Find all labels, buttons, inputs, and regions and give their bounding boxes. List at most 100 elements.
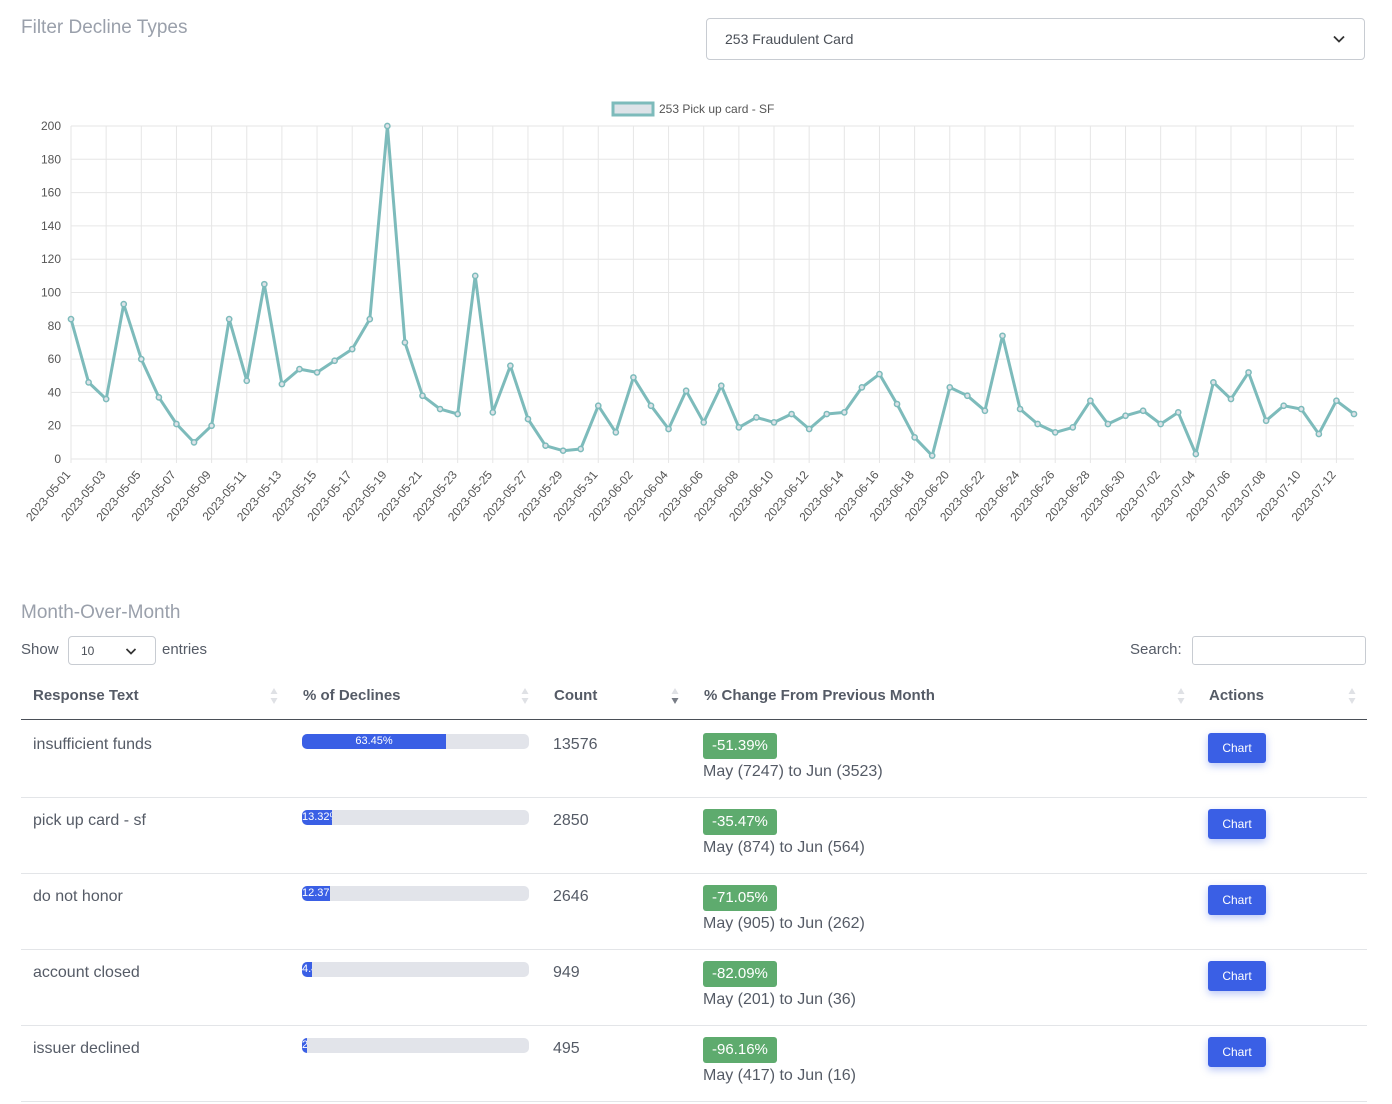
data-point <box>946 384 954 391</box>
declines-progress-fill: 13.32% <box>302 810 333 825</box>
column-header-count[interactable]: Count <box>554 687 598 704</box>
y-tick-label: 60 <box>48 352 62 366</box>
count-value: 2646 <box>553 888 589 905</box>
response-text: issuer declined <box>33 1040 140 1057</box>
data-point <box>647 402 655 410</box>
chevron-down-icon <box>125 648 137 655</box>
data-point <box>1157 420 1165 428</box>
column-header-percent-change[interactable]: % Change From Previous Month <box>704 687 935 704</box>
response-text: account closed <box>33 964 140 981</box>
data-point <box>173 420 180 428</box>
y-tick-label: 200 <box>41 119 61 133</box>
data-point <box>137 355 145 363</box>
data-point <box>788 410 795 418</box>
table-row: insufficient funds 63.45% 13576 -51.39% … <box>21 721 1367 798</box>
declines-progress-bar: 12.37% <box>302 886 529 901</box>
data-point <box>928 452 936 460</box>
data-point <box>190 439 198 446</box>
change-description: May (905) to Jun (262) <box>703 915 865 932</box>
month-over-month-title: Month-Over-Month <box>21 602 181 623</box>
chart-button[interactable]: Chart <box>1208 961 1266 991</box>
data-point <box>348 345 356 353</box>
data-point <box>155 394 163 401</box>
search-input[interactable] <box>1192 636 1366 665</box>
decline-type-select[interactable]: 253 Fraudulent Card <box>706 18 1365 60</box>
data-point <box>454 410 462 418</box>
data-point <box>1104 420 1112 428</box>
data-point <box>1210 379 1217 386</box>
data-point <box>858 384 866 391</box>
data-point <box>893 400 901 408</box>
declines-progress-fill: 12.37% <box>302 886 331 901</box>
table-row: account closed 4.44% 949 -82.09% May (20… <box>21 949 1367 1026</box>
change-badge: -35.47% <box>703 809 777 835</box>
data-point <box>630 374 637 381</box>
y-tick-label: 80 <box>48 319 62 333</box>
count-value: 2850 <box>553 812 589 829</box>
data-point <box>1280 402 1288 410</box>
response-text: do not honor <box>33 888 123 905</box>
count-value: 949 <box>553 964 580 981</box>
sort-icon[interactable] <box>1348 687 1356 705</box>
data-point <box>384 122 391 130</box>
filter-title: Filter Decline Types <box>21 17 188 38</box>
change-description: May (874) to Jun (564) <box>703 839 865 856</box>
chart-button[interactable]: Chart <box>1208 885 1266 915</box>
data-point <box>102 395 110 403</box>
change-badge: -71.05% <box>703 885 777 911</box>
change-description: May (7247) to Jun (3523) <box>703 763 883 780</box>
data-point <box>999 332 1006 340</box>
data-point <box>753 414 760 421</box>
data-point <box>524 415 532 423</box>
response-text: insufficient funds <box>33 736 152 753</box>
chart-button[interactable]: Chart <box>1208 1037 1266 1067</box>
decline-type-selected: 253 Fraudulent Card <box>725 31 854 47</box>
data-point <box>208 422 215 430</box>
sort-desc-icon[interactable] <box>671 687 679 705</box>
data-point <box>1315 430 1323 438</box>
series-line <box>69 124 1355 458</box>
column-header-percent-declines[interactable]: % of Declines <box>303 687 401 704</box>
column-header-response-text[interactable]: Response Text <box>33 687 139 704</box>
chart-button[interactable]: Chart <box>1208 809 1266 839</box>
response-text: pick up card - sf <box>33 812 146 829</box>
table-row: do not honor 12.37% 2646 -71.05% May (90… <box>21 873 1367 950</box>
data-point <box>1087 397 1094 405</box>
data-point <box>805 425 813 433</box>
data-point <box>296 365 303 373</box>
data-point <box>1297 405 1305 413</box>
sort-icon[interactable] <box>270 687 278 705</box>
y-tick-label: 120 <box>41 252 61 266</box>
declines-progress-bar: 4.44% <box>302 962 529 977</box>
data-point <box>1227 395 1235 403</box>
data-point <box>735 424 743 431</box>
data-point <box>1174 409 1182 416</box>
change-badge: -82.09% <box>703 961 777 987</box>
data-point <box>682 387 690 395</box>
data-point <box>507 362 514 370</box>
data-point <box>1051 429 1059 436</box>
y-tick-label: 180 <box>41 152 61 166</box>
data-point <box>1245 369 1252 376</box>
data-point <box>67 315 75 323</box>
table-row: issuer declined 2.31% 495 -96.16% May (4… <box>21 1025 1367 1102</box>
data-point <box>1016 405 1024 413</box>
data-point <box>120 300 128 308</box>
sort-icon[interactable] <box>1177 687 1185 705</box>
data-point <box>1069 424 1077 431</box>
data-point <box>823 410 831 418</box>
data-point <box>981 407 989 415</box>
data-point <box>1122 412 1129 420</box>
data-point <box>1333 397 1340 405</box>
y-tick-label: 0 <box>54 452 61 466</box>
entries-select[interactable]: 10 <box>68 636 156 665</box>
data-point <box>489 409 497 416</box>
chart-button[interactable]: Chart <box>1208 733 1266 763</box>
data-point <box>612 429 620 436</box>
data-point <box>770 419 778 426</box>
column-header-actions[interactable]: Actions <box>1209 687 1265 704</box>
data-point <box>911 434 918 441</box>
data-point <box>1262 417 1270 425</box>
data-point <box>1034 420 1041 428</box>
sort-icon[interactable] <box>521 687 529 705</box>
